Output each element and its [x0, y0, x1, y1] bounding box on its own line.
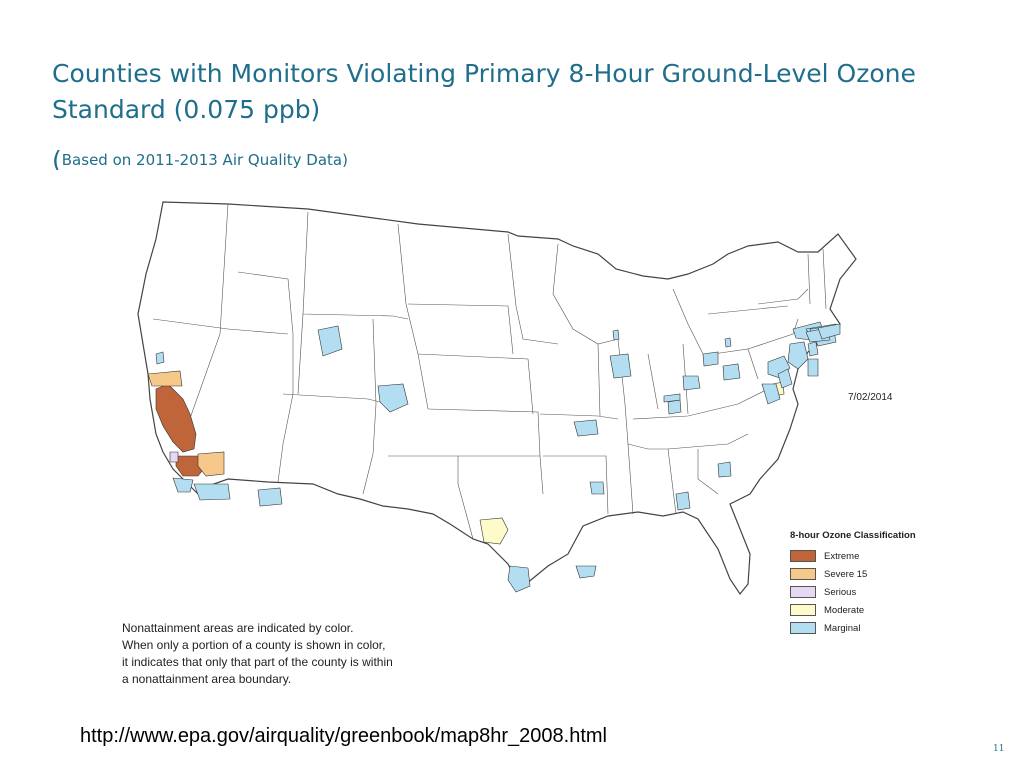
page-number: 11	[993, 744, 1005, 754]
area-extreme-1	[155, 383, 197, 453]
slide-title: Counties with Monitors Violating Primary…	[52, 59, 916, 124]
marginal-areas	[155, 321, 841, 593]
subtitle-text: Based on 2011-2013 Air Quality Data)	[61, 151, 348, 169]
area-severe-1	[147, 370, 183, 387]
legend-swatch	[790, 568, 816, 580]
legend-item-severe: Severe 15	[790, 565, 916, 583]
legend-item-moderate: Moderate	[790, 601, 916, 619]
area-moderate-1	[479, 517, 509, 545]
legend-label: Moderate	[824, 604, 865, 616]
legend-swatch	[790, 622, 816, 634]
legend-label: Severe 15	[824, 568, 868, 580]
note-line: Nonattainment areas are indicated by col…	[122, 621, 354, 635]
legend-label: Extreme	[824, 550, 860, 562]
map-note: Nonattainment areas are indicated by col…	[122, 620, 472, 688]
subtitle-open-paren: (	[52, 146, 62, 170]
legend-title: 8-hour Ozone Classification	[790, 530, 916, 541]
legend-item-marginal: Marginal	[790, 619, 916, 637]
legend-item-serious: Serious	[790, 583, 916, 601]
area-severe-2	[197, 451, 225, 477]
map-date: 7/02/2014	[848, 392, 893, 403]
legend-label: Serious	[824, 586, 857, 598]
note-line: When only a portion of a county is shown…	[122, 638, 386, 652]
note-line: it indicates that only that part of the …	[122, 655, 393, 669]
legend-item-extreme: Extreme	[790, 547, 916, 565]
legend-label: Marginal	[824, 622, 861, 634]
state-borders	[152, 203, 827, 540]
legend-swatch	[790, 604, 816, 616]
slide-subtitle: (Based on 2011-2013 Air Quality Data)	[52, 146, 348, 170]
source-url[interactable]: http://www.epa.gov/airquality/greenbook/…	[80, 725, 607, 747]
note-line: a nonattainment area boundary.	[122, 672, 292, 686]
legend-swatch	[790, 586, 816, 598]
legend-swatch	[790, 550, 816, 562]
legend: 8-hour Ozone Classification Extreme Seve…	[790, 530, 916, 637]
area-serious-1	[169, 451, 179, 463]
us-ozone-map	[137, 201, 857, 596]
